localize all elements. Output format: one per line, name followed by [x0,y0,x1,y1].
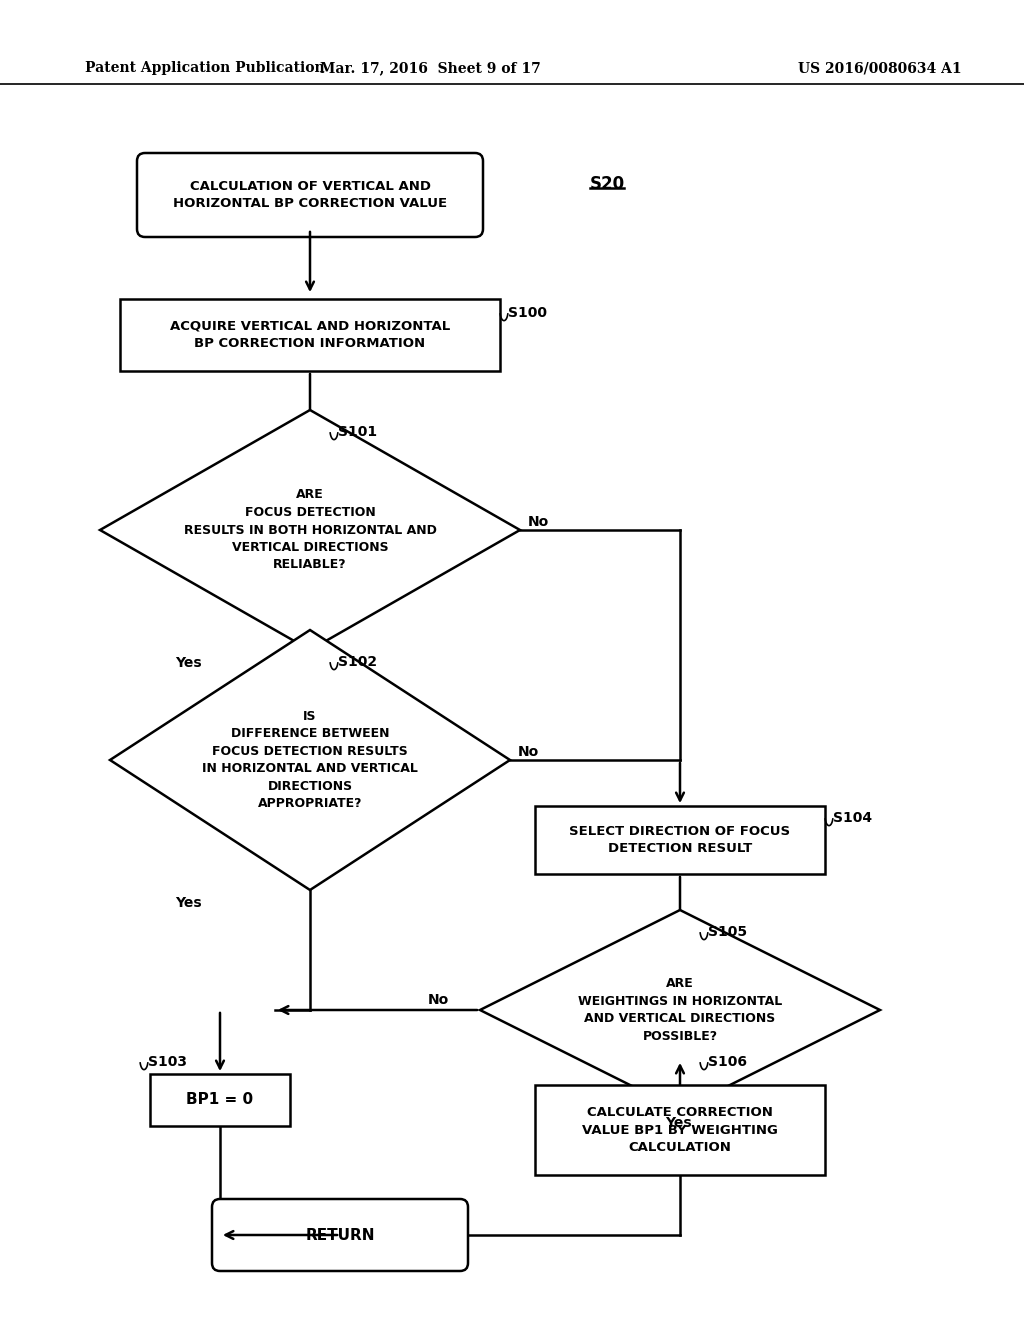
Text: Patent Application Publication: Patent Application Publication [85,61,325,75]
FancyBboxPatch shape [137,153,483,238]
Text: FIG. 8: FIG. 8 [394,1247,465,1269]
FancyBboxPatch shape [212,1199,468,1271]
Text: BP1 = 0: BP1 = 0 [186,1093,254,1107]
Text: S100: S100 [508,306,547,319]
Text: Mar. 17, 2016  Sheet 9 of 17: Mar. 17, 2016 Sheet 9 of 17 [319,61,541,75]
Text: SELECT DIRECTION OF FOCUS
DETECTION RESULT: SELECT DIRECTION OF FOCUS DETECTION RESU… [569,825,791,855]
Text: S103: S103 [148,1055,187,1069]
Text: RETURN: RETURN [305,1228,375,1242]
Polygon shape [100,411,520,649]
Text: S104: S104 [833,810,872,825]
Text: Yes: Yes [175,896,202,909]
Polygon shape [110,630,510,890]
Text: US 2016/0080634 A1: US 2016/0080634 A1 [798,61,962,75]
Text: ARE
WEIGHTINGS IN HORIZONTAL
AND VERTICAL DIRECTIONS
POSSIBLE?: ARE WEIGHTINGS IN HORIZONTAL AND VERTICA… [578,977,782,1043]
Text: IS
DIFFERENCE BETWEEN
FOCUS DETECTION RESULTS
IN HORIZONTAL AND VERTICAL
DIRECTI: IS DIFFERENCE BETWEEN FOCUS DETECTION RE… [202,710,418,810]
Text: No: No [528,515,549,529]
Bar [150,1074,290,1126]
Text: S106: S106 [708,1055,746,1069]
Bar [535,807,825,874]
Text: ACQUIRE VERTICAL AND HORIZONTAL
BP CORRECTION INFORMATION: ACQUIRE VERTICAL AND HORIZONTAL BP CORRE… [170,319,451,350]
Text: ARE
FOCUS DETECTION
RESULTS IN BOTH HORIZONTAL AND
VERTICAL DIRECTIONS
RELIABLE?: ARE FOCUS DETECTION RESULTS IN BOTH HORI… [183,488,436,572]
Text: S101: S101 [338,425,377,440]
Text: No: No [518,744,540,759]
Text: CALCULATION OF VERTICAL AND
HORIZONTAL BP CORRECTION VALUE: CALCULATION OF VERTICAL AND HORIZONTAL B… [173,180,447,210]
Bar [120,300,500,371]
Text: S102: S102 [338,655,377,669]
Text: No: No [428,993,450,1007]
Text: Yes: Yes [175,656,202,671]
Polygon shape [480,909,880,1110]
Text: Yes: Yes [665,1115,691,1130]
Text: CALCULATE CORRECTION
VALUE BP1 BY WEIGHTING
CALCULATION: CALCULATE CORRECTION VALUE BP1 BY WEIGHT… [582,1106,778,1154]
Bar [535,1085,825,1175]
Text: S20: S20 [590,176,625,193]
Text: S105: S105 [708,925,748,939]
